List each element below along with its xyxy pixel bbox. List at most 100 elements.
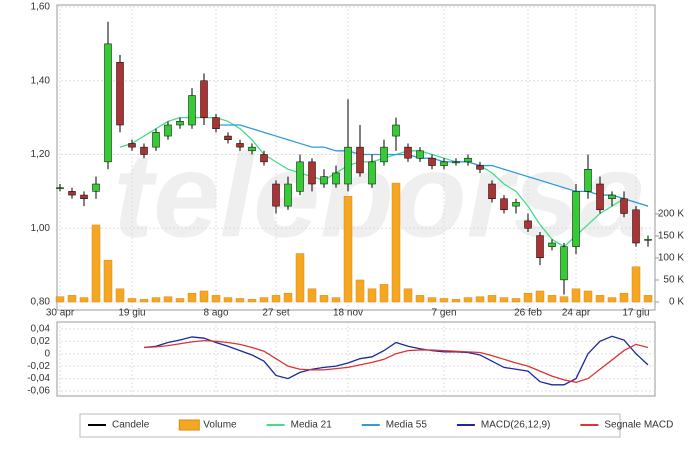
volume-bar bbox=[643, 295, 653, 303]
candle-body bbox=[68, 191, 76, 196]
candle-body bbox=[224, 135, 232, 140]
candle-body bbox=[584, 169, 592, 192]
x-tick-label: 7 gen bbox=[431, 308, 456, 319]
legend-label: MACD(26,12,9) bbox=[481, 420, 550, 431]
series-line bbox=[143, 340, 649, 383]
legend-label: Media 55 bbox=[386, 420, 428, 431]
series-line bbox=[143, 335, 649, 386]
candle-body bbox=[452, 161, 460, 164]
candle-body bbox=[212, 117, 220, 129]
candle-body bbox=[260, 154, 268, 163]
candle-body bbox=[464, 157, 472, 163]
volume-bar bbox=[235, 298, 245, 303]
x-tick-label: 18 nov bbox=[333, 308, 363, 319]
volume-bar bbox=[271, 295, 281, 303]
volume-bar bbox=[115, 288, 125, 303]
candle-body bbox=[512, 202, 520, 207]
volume-bar bbox=[391, 182, 401, 303]
candle-body bbox=[152, 132, 160, 148]
volume-bar bbox=[439, 298, 449, 303]
candle-body bbox=[380, 146, 388, 163]
y-tick-label: 1,40 bbox=[31, 75, 51, 86]
volume-bar bbox=[583, 290, 593, 303]
candle-body bbox=[572, 191, 580, 247]
volume-bar bbox=[451, 299, 461, 303]
volume-bar bbox=[91, 224, 101, 303]
volume-bar bbox=[427, 297, 437, 303]
candle-body bbox=[248, 146, 256, 152]
candle-body bbox=[500, 198, 508, 211]
candle-body bbox=[128, 143, 136, 148]
volume-bar bbox=[355, 279, 365, 303]
volume-bar bbox=[127, 298, 137, 303]
volume-bar bbox=[619, 292, 629, 303]
y2-tick-label: 50 K bbox=[663, 275, 684, 286]
volume-bar bbox=[55, 296, 65, 303]
volume-bar bbox=[523, 292, 533, 303]
y-tick-label: 0 bbox=[44, 348, 50, 359]
volume-bar bbox=[151, 297, 161, 303]
candle-body bbox=[308, 161, 316, 185]
candle-body bbox=[596, 183, 604, 211]
candle-body bbox=[368, 161, 376, 185]
volume-bar bbox=[223, 297, 233, 303]
y2-tick-label: 150 K bbox=[658, 231, 684, 242]
volume-bar bbox=[319, 295, 329, 303]
candle-body bbox=[524, 220, 532, 229]
legend-swatch bbox=[178, 419, 200, 431]
candle-body bbox=[332, 172, 340, 185]
candle-body bbox=[536, 235, 544, 258]
candle-body bbox=[608, 194, 616, 199]
volume-bar bbox=[607, 297, 617, 303]
candle-body bbox=[440, 161, 448, 166]
x-tick-label: 17 giu bbox=[622, 308, 649, 319]
legend-label: Candele bbox=[112, 420, 150, 431]
volume-bar bbox=[631, 266, 641, 303]
candle-body bbox=[284, 183, 292, 207]
volume-bar bbox=[67, 295, 77, 303]
volume-bar bbox=[331, 297, 341, 303]
candle-body bbox=[296, 161, 304, 192]
x-tick-label: 27 set bbox=[262, 308, 289, 319]
candle-body bbox=[188, 95, 196, 126]
candle-body bbox=[632, 209, 640, 244]
legend-label: Media 21 bbox=[291, 420, 333, 431]
volume-bar bbox=[343, 196, 353, 303]
candle-body bbox=[560, 246, 568, 281]
volume-bar bbox=[103, 259, 113, 303]
candle-body bbox=[116, 62, 124, 126]
y-tick-label: 1,60 bbox=[31, 2, 51, 13]
volume-bar bbox=[475, 296, 485, 303]
volume-bar bbox=[187, 292, 197, 303]
candle-body bbox=[140, 146, 148, 155]
volume-bar bbox=[559, 296, 569, 303]
y2-tick-label: 0 K bbox=[669, 297, 684, 308]
volume-bar bbox=[415, 295, 425, 303]
volume-bar bbox=[511, 298, 521, 303]
candle-body bbox=[488, 183, 496, 199]
y-tick-label: -0,02 bbox=[27, 361, 50, 372]
volume-bar bbox=[139, 299, 149, 303]
candle-body bbox=[644, 239, 652, 241]
y-tick-label: 1,00 bbox=[31, 223, 51, 234]
candle-body bbox=[104, 43, 112, 163]
volume-bar bbox=[307, 288, 317, 303]
volume-bar bbox=[379, 284, 389, 303]
candle-body bbox=[56, 187, 64, 189]
volume-bar bbox=[259, 297, 269, 303]
y-tick-label: -0,04 bbox=[27, 373, 50, 384]
candle-body bbox=[92, 183, 100, 192]
volume-bar bbox=[595, 295, 605, 303]
candle-body bbox=[176, 121, 184, 126]
candle-body bbox=[548, 242, 556, 247]
x-tick-label: 26 feb bbox=[514, 308, 542, 319]
candle-body bbox=[416, 150, 424, 159]
candle-body bbox=[344, 146, 352, 185]
candle-body bbox=[620, 198, 628, 214]
candle-body bbox=[476, 165, 484, 170]
candle-body bbox=[356, 146, 364, 174]
candle-body bbox=[392, 124, 400, 137]
volume-bar bbox=[535, 290, 545, 303]
x-tick-label: 19 giu bbox=[118, 308, 145, 319]
